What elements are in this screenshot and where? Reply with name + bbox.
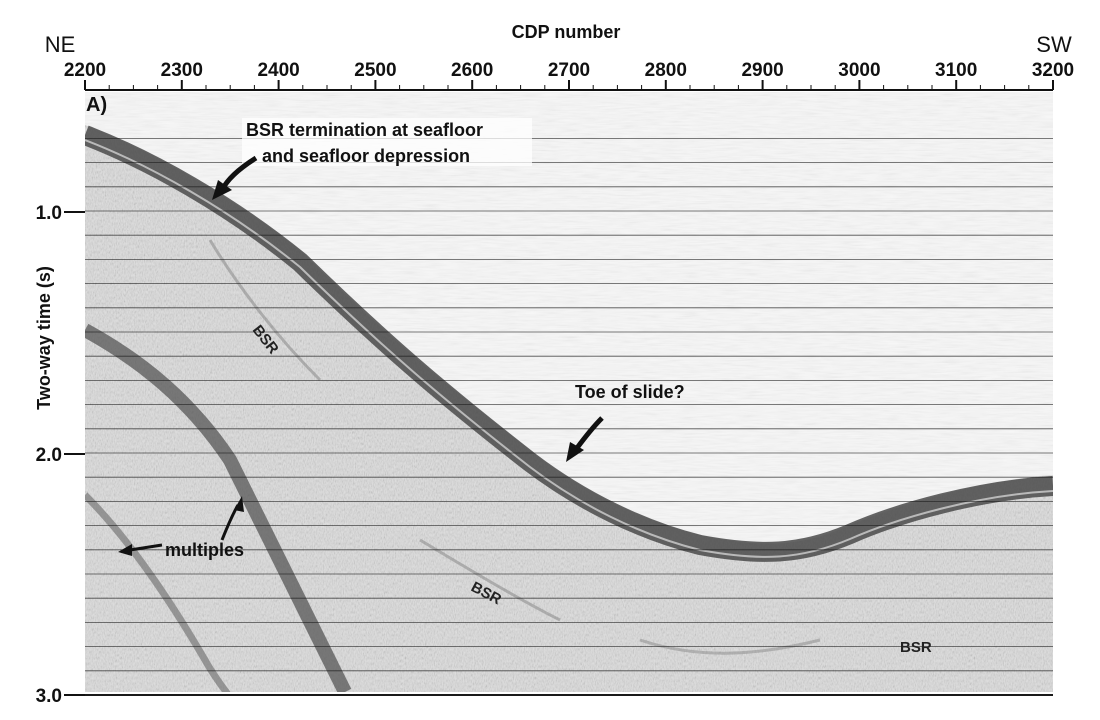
- arrowhead-multiples-up: [234, 496, 244, 512]
- bsr-termination-annotation-line2: and seafloor depression: [262, 146, 470, 166]
- y-tick-label: 1.0: [36, 203, 62, 224]
- x-tick-labels: 2200 2300 2400 2500 2600 2700 2800 2900 …: [64, 60, 1074, 81]
- x-tick-label: 2900: [741, 60, 783, 81]
- bsr-reflector-upper: [208, 239, 322, 382]
- y-axis-title: Two-way time (s): [34, 266, 54, 410]
- x-tick-label: 3000: [838, 60, 880, 81]
- arrowhead-bsr-termination: [212, 180, 232, 200]
- arrowhead-multiples-left: [118, 544, 132, 556]
- panel-label: A): [86, 94, 107, 116]
- arrowhead-toe-of-slide: [566, 442, 584, 462]
- y-tick-label: 3.0: [36, 686, 62, 707]
- bsr-reflector-middle: [419, 538, 561, 622]
- annotation-bg: [242, 118, 532, 166]
- x-tick-label: 2400: [257, 60, 299, 81]
- x-tick-label: 3200: [1032, 60, 1074, 81]
- multiple-reflector-1: [85, 323, 352, 692]
- x-tick-label: 2600: [451, 60, 493, 81]
- multiple-reflector-2: [85, 492, 231, 692]
- multiples-annotation: multiples: [165, 540, 244, 560]
- x-tick-label: 2200: [64, 60, 106, 81]
- seafloor-reflector: [85, 125, 1053, 562]
- y-tick-label: 2.0: [36, 445, 62, 466]
- x-tick-label: 2700: [548, 60, 590, 81]
- seafloor-reflector-inner: [85, 139, 1053, 558]
- x-tick-label: 3100: [935, 60, 977, 81]
- x-tick-label: 2800: [645, 60, 687, 81]
- bsr-reflector-right: [639, 638, 821, 655]
- x-axis-title: CDP number: [512, 22, 621, 42]
- arrow-multiples-left: [129, 543, 163, 552]
- seismic-image: [85, 92, 1053, 692]
- bsr-termination-annotation-line1: BSR termination at seafloor: [246, 120, 483, 140]
- direction-right-label: SW: [1036, 32, 1072, 57]
- x-tick-label: 2500: [354, 60, 396, 81]
- x-tick-marks: [84, 80, 1054, 90]
- x-tick-label: 2300: [161, 60, 203, 81]
- bsr-label-right: BSR: [900, 639, 932, 656]
- direction-left-label: NE: [45, 32, 76, 57]
- toe-of-slide-annotation: Toe of slide?: [575, 382, 685, 402]
